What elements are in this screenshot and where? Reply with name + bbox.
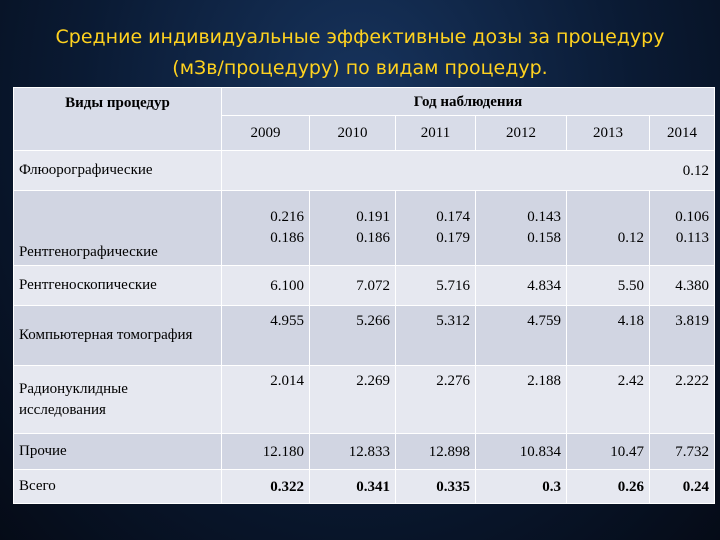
value-cell: 0.341	[309, 469, 396, 504]
value-cell: 10.834	[475, 433, 567, 470]
value-cell: 4.18	[566, 305, 650, 366]
value-cell: 5.716	[395, 265, 476, 306]
value-cell: 0.191 0.186	[309, 190, 396, 266]
row-label: Рентгенографические	[13, 190, 222, 266]
value-cell: 0.12	[566, 190, 650, 266]
value-cell: 2.188	[475, 365, 567, 434]
value-cell: 2.269	[309, 365, 396, 434]
table-row-ct: Компьютерная томография 4.955 5.266 5.31…	[13, 305, 716, 366]
table-row-radionuclide: Радионуклидные исследования 2.014 2.269 …	[13, 365, 716, 434]
row-label: Флюорографические	[13, 150, 222, 191]
value-cell: 4.834	[475, 265, 567, 306]
value-cell: 0.174 0.179	[395, 190, 476, 266]
value-cell: 2.014	[221, 365, 310, 434]
value-cell: 0.3	[475, 469, 567, 504]
row-label: Радионуклидные исследования	[13, 365, 222, 434]
value-cell: 0.106 0.113	[648, 190, 716, 266]
table-row-fluoroscopy: Рентгеноскопические 6.100 7.072 5.716 4.…	[13, 265, 716, 306]
value-cell: 0.216 0.186	[221, 190, 310, 266]
procedure-header: Виды процедур	[13, 87, 222, 151]
value-cell: 12.833	[309, 433, 396, 470]
value-cell: 2.42	[566, 365, 650, 434]
title-line-2: (мЗв/процедуру) по видам процедур.	[172, 57, 548, 79]
value-cell: 0.335	[395, 469, 476, 504]
row-label: Рентгеноскопические	[13, 265, 222, 306]
value-cell: 4.380	[648, 265, 716, 306]
value-cell: 4.759	[475, 305, 567, 366]
year-cell: 2011	[395, 115, 476, 151]
table-row-other: Прочие 12.180 12.833 12.898 10.834 10.47…	[13, 433, 716, 470]
value-cell: 12.180	[221, 433, 310, 470]
table-row-total: Всего 0.322 0.341 0.335 0.3 0.26 0.24	[13, 469, 716, 504]
year-cell: 2014	[648, 115, 716, 151]
row-label: Компьютерная томография	[13, 305, 222, 366]
row-label: Прочие	[13, 433, 222, 470]
value-cell: 12.898	[395, 433, 476, 470]
table-row-radiography: Рентгенографические 0.216 0.186 0.191 0.18…	[13, 190, 716, 266]
row-label: Всего	[13, 469, 222, 504]
value-cell: 0.322	[221, 469, 310, 504]
value-cell: 7.072	[309, 265, 396, 306]
value-cell: 5.50	[566, 265, 650, 306]
dose-table: Виды процедур Год наблюдения 2009 2010 2…	[13, 87, 716, 504]
value-cell: 0.24	[648, 469, 716, 504]
value-cell: 7.732	[648, 433, 716, 470]
header-row-2: 2009 2010 2011 2012 2013 2014	[14, 115, 716, 151]
slide-title: Средние индивидуальные эффективные дозы …	[0, 22, 720, 84]
value-cell: 3.819	[648, 305, 716, 366]
value-cell: 2.222	[648, 365, 716, 434]
value-cell: 4.955	[221, 305, 310, 366]
value-cell: 6.100	[221, 265, 310, 306]
title-line-1: Средние индивидуальные эффективные дозы …	[55, 26, 665, 48]
value-cell: 5.266	[309, 305, 396, 366]
year-cell: 2012	[475, 115, 567, 151]
year-cell: 2010	[309, 115, 396, 151]
value-cell: 0.143 0.158	[475, 190, 567, 266]
value-cell: 0.26	[566, 469, 650, 504]
value-cell: 5.312	[395, 305, 476, 366]
header-row-1: Виды процедур Год наблюдения	[13, 87, 716, 151]
value-cell: 10.47	[566, 433, 650, 470]
year-cell: 2009	[221, 115, 310, 151]
year-header: Год наблюдения	[220, 87, 716, 116]
merged-value-cell: 0.12	[220, 150, 716, 191]
table-row-fluoro: Флюорографические 0.12	[13, 150, 716, 191]
year-cell: 2013	[566, 115, 650, 151]
value-cell: 2.276	[395, 365, 476, 434]
